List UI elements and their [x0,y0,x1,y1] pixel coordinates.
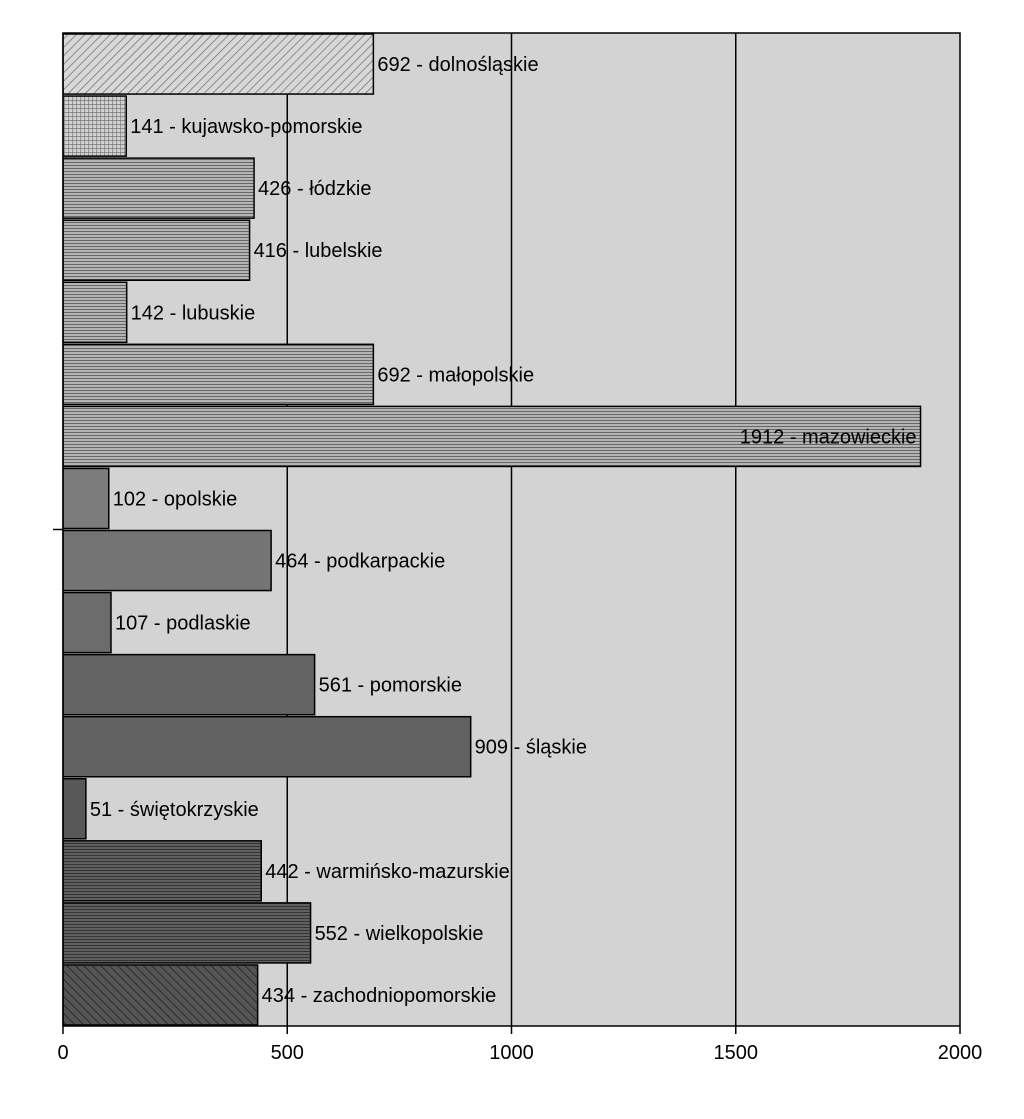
x-tick-label: 2000 [938,1042,983,1064]
x-tick-label: 500 [271,1042,304,1064]
grid-lines [286,33,737,1026]
data-label: 434 - zachodniopomorskie [262,985,497,1007]
data-label: 909 - śląskie [475,737,587,759]
bar [62,902,312,964]
data-label: 692 - małopolskie [377,364,534,386]
bar [62,219,251,281]
data-labels: 692 - dolnośląskie 141 - kujawsko-pomorsk… [90,54,917,1007]
data-label: 552 - wielkopolskie [315,923,484,945]
bar [62,715,472,778]
x-axis: 0 500 1000 1500 2000 [53,528,983,1064]
data-label: 107 - podlaskie [115,613,251,635]
data-label: 416 - lubelskie [254,240,383,262]
x-tick-label: 1000 [489,1042,534,1064]
bar [62,591,112,654]
bar [62,95,127,157]
bar [62,281,128,344]
bar [62,343,375,406]
data-label: 51 - świętokrzyskie [90,799,259,821]
data-label: 141 - kujawsko-pomorskie [130,116,362,138]
x-tick-label: 0 [57,1042,68,1064]
data-label: 442 - warmińsko-mazurskie [265,861,510,883]
data-label: 142 - lubuskie [131,302,256,324]
data-label: 1912 - mazowieckie [740,426,917,448]
data-label: 692 - dolnośląskie [377,54,538,76]
data-label: 561 - pomorskie [319,675,462,697]
data-label: 464 - podkarpackie [275,551,445,573]
bar [62,964,259,1026]
bar [62,33,375,95]
bar [62,467,110,530]
bar [62,405,922,468]
bar [62,529,272,592]
bar [62,653,316,716]
bar [62,157,255,219]
data-label: 102 - opolskie [113,488,238,510]
data-label: 426 - łódzkie [258,178,371,200]
bars [62,33,922,1026]
x-tick-label: 1500 [714,1042,759,1064]
bar [62,840,262,902]
bar [62,778,87,840]
